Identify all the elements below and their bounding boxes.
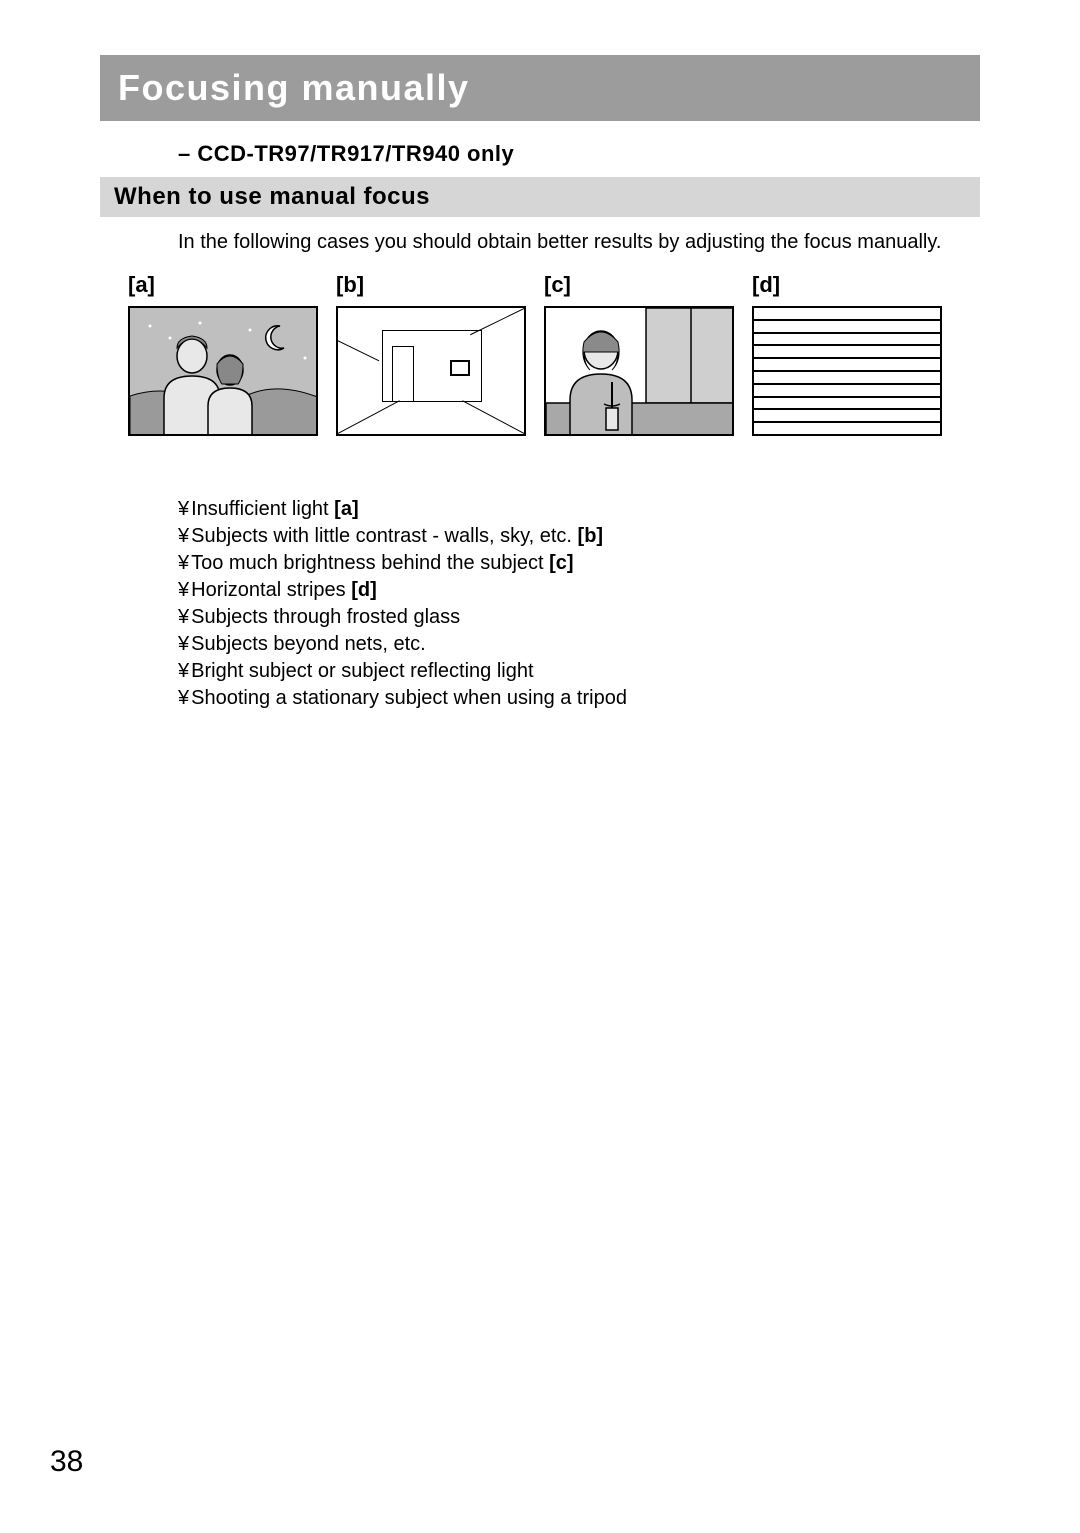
list-item: Shooting a stationary subject when using…	[178, 685, 980, 712]
list-item-text: Horizontal stripes	[191, 579, 351, 601]
illustration-c-frame	[544, 306, 734, 436]
horizontal-stripes-icon	[754, 308, 940, 434]
intro-paragraph: In the following cases you should obtain…	[178, 231, 980, 254]
page-number: 38	[50, 1445, 83, 1479]
illustration-a-label: [a]	[128, 272, 318, 298]
illustration-c-label: [c]	[544, 272, 734, 298]
backlit-subject-icon	[546, 308, 734, 436]
list-item: Horizontal stripes [d]	[178, 577, 980, 604]
illustration-d: [d]	[752, 272, 942, 436]
illustration-c: [c]	[544, 272, 734, 436]
list-item-text: Subjects beyond nets, etc.	[191, 633, 426, 655]
list-item-ref: [c]	[549, 552, 573, 574]
list-item-text: Too much brightness behind the subject	[191, 552, 549, 574]
list-item: Subjects with little contrast - walls, s…	[178, 523, 980, 550]
room-door-icon	[392, 346, 414, 402]
illustration-a-frame	[128, 306, 318, 436]
list-item: Subjects beyond nets, etc.	[178, 631, 980, 658]
illustration-b: [b]	[336, 272, 526, 436]
list-item-text: Shooting a stationary subject when using…	[191, 687, 627, 709]
bullet-list: Insufficient light [a] Subjects with lit…	[178, 496, 980, 712]
list-item-text: Subjects through frosted glass	[191, 606, 460, 628]
illustration-d-frame	[752, 306, 942, 436]
manual-page: Focusing manually – CCD-TR97/TR917/TR940…	[0, 0, 1080, 1533]
illustration-d-label: [d]	[752, 272, 942, 298]
room-window-icon	[450, 360, 470, 376]
illustration-a: [a]	[128, 272, 318, 436]
section-heading: When to use manual focus	[100, 177, 980, 217]
perspective-line-icon	[462, 400, 524, 434]
list-item-text: Subjects with little contrast - walls, s…	[191, 525, 577, 547]
night-couple-icon	[130, 308, 318, 436]
list-item: Too much brightness behind the subject […	[178, 550, 980, 577]
list-item: Insufficient light [a]	[178, 496, 980, 523]
list-item: Bright subject or subject reflecting lig…	[178, 658, 980, 685]
list-item-ref: [b]	[578, 525, 604, 547]
illustration-row: [a] [b]	[128, 272, 980, 436]
list-item-ref: [d]	[351, 579, 377, 601]
list-item-text: Bright subject or subject reflecting lig…	[191, 660, 533, 682]
page-title: Focusing manually	[100, 55, 980, 121]
list-item-ref: [a]	[334, 498, 358, 520]
illustration-b-label: [b]	[336, 272, 526, 298]
illustration-b-frame	[336, 306, 526, 436]
list-item: Subjects through frosted glass	[178, 604, 980, 631]
model-restriction-note: – CCD-TR97/TR917/TR940 only	[178, 141, 980, 167]
perspective-line-icon	[338, 400, 400, 434]
list-item-text: Insufficient light	[191, 498, 334, 520]
